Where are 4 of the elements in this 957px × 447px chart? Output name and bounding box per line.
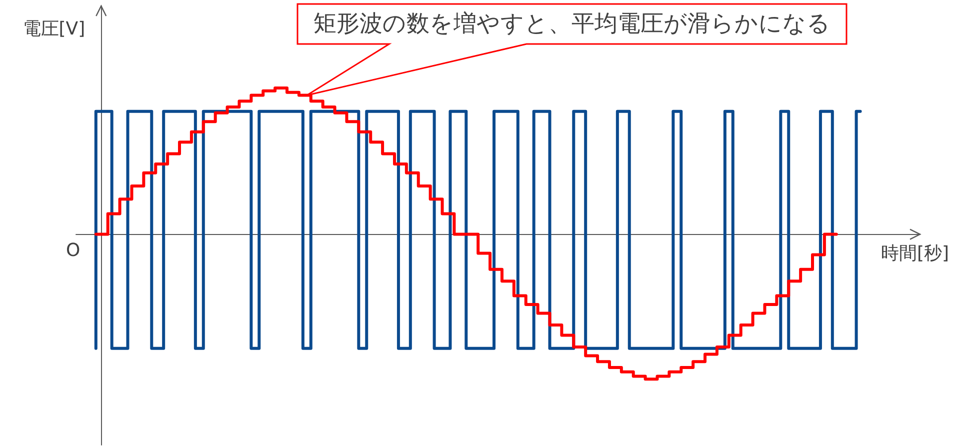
text: 矩形波の数を増やすと、平均電圧が滑らかになる <box>312 10 832 39</box>
x-axis-title: 時間[秒] <box>880 242 949 264</box>
y-axis-title: 電圧[V] <box>22 18 86 40</box>
text: O <box>66 240 80 262</box>
